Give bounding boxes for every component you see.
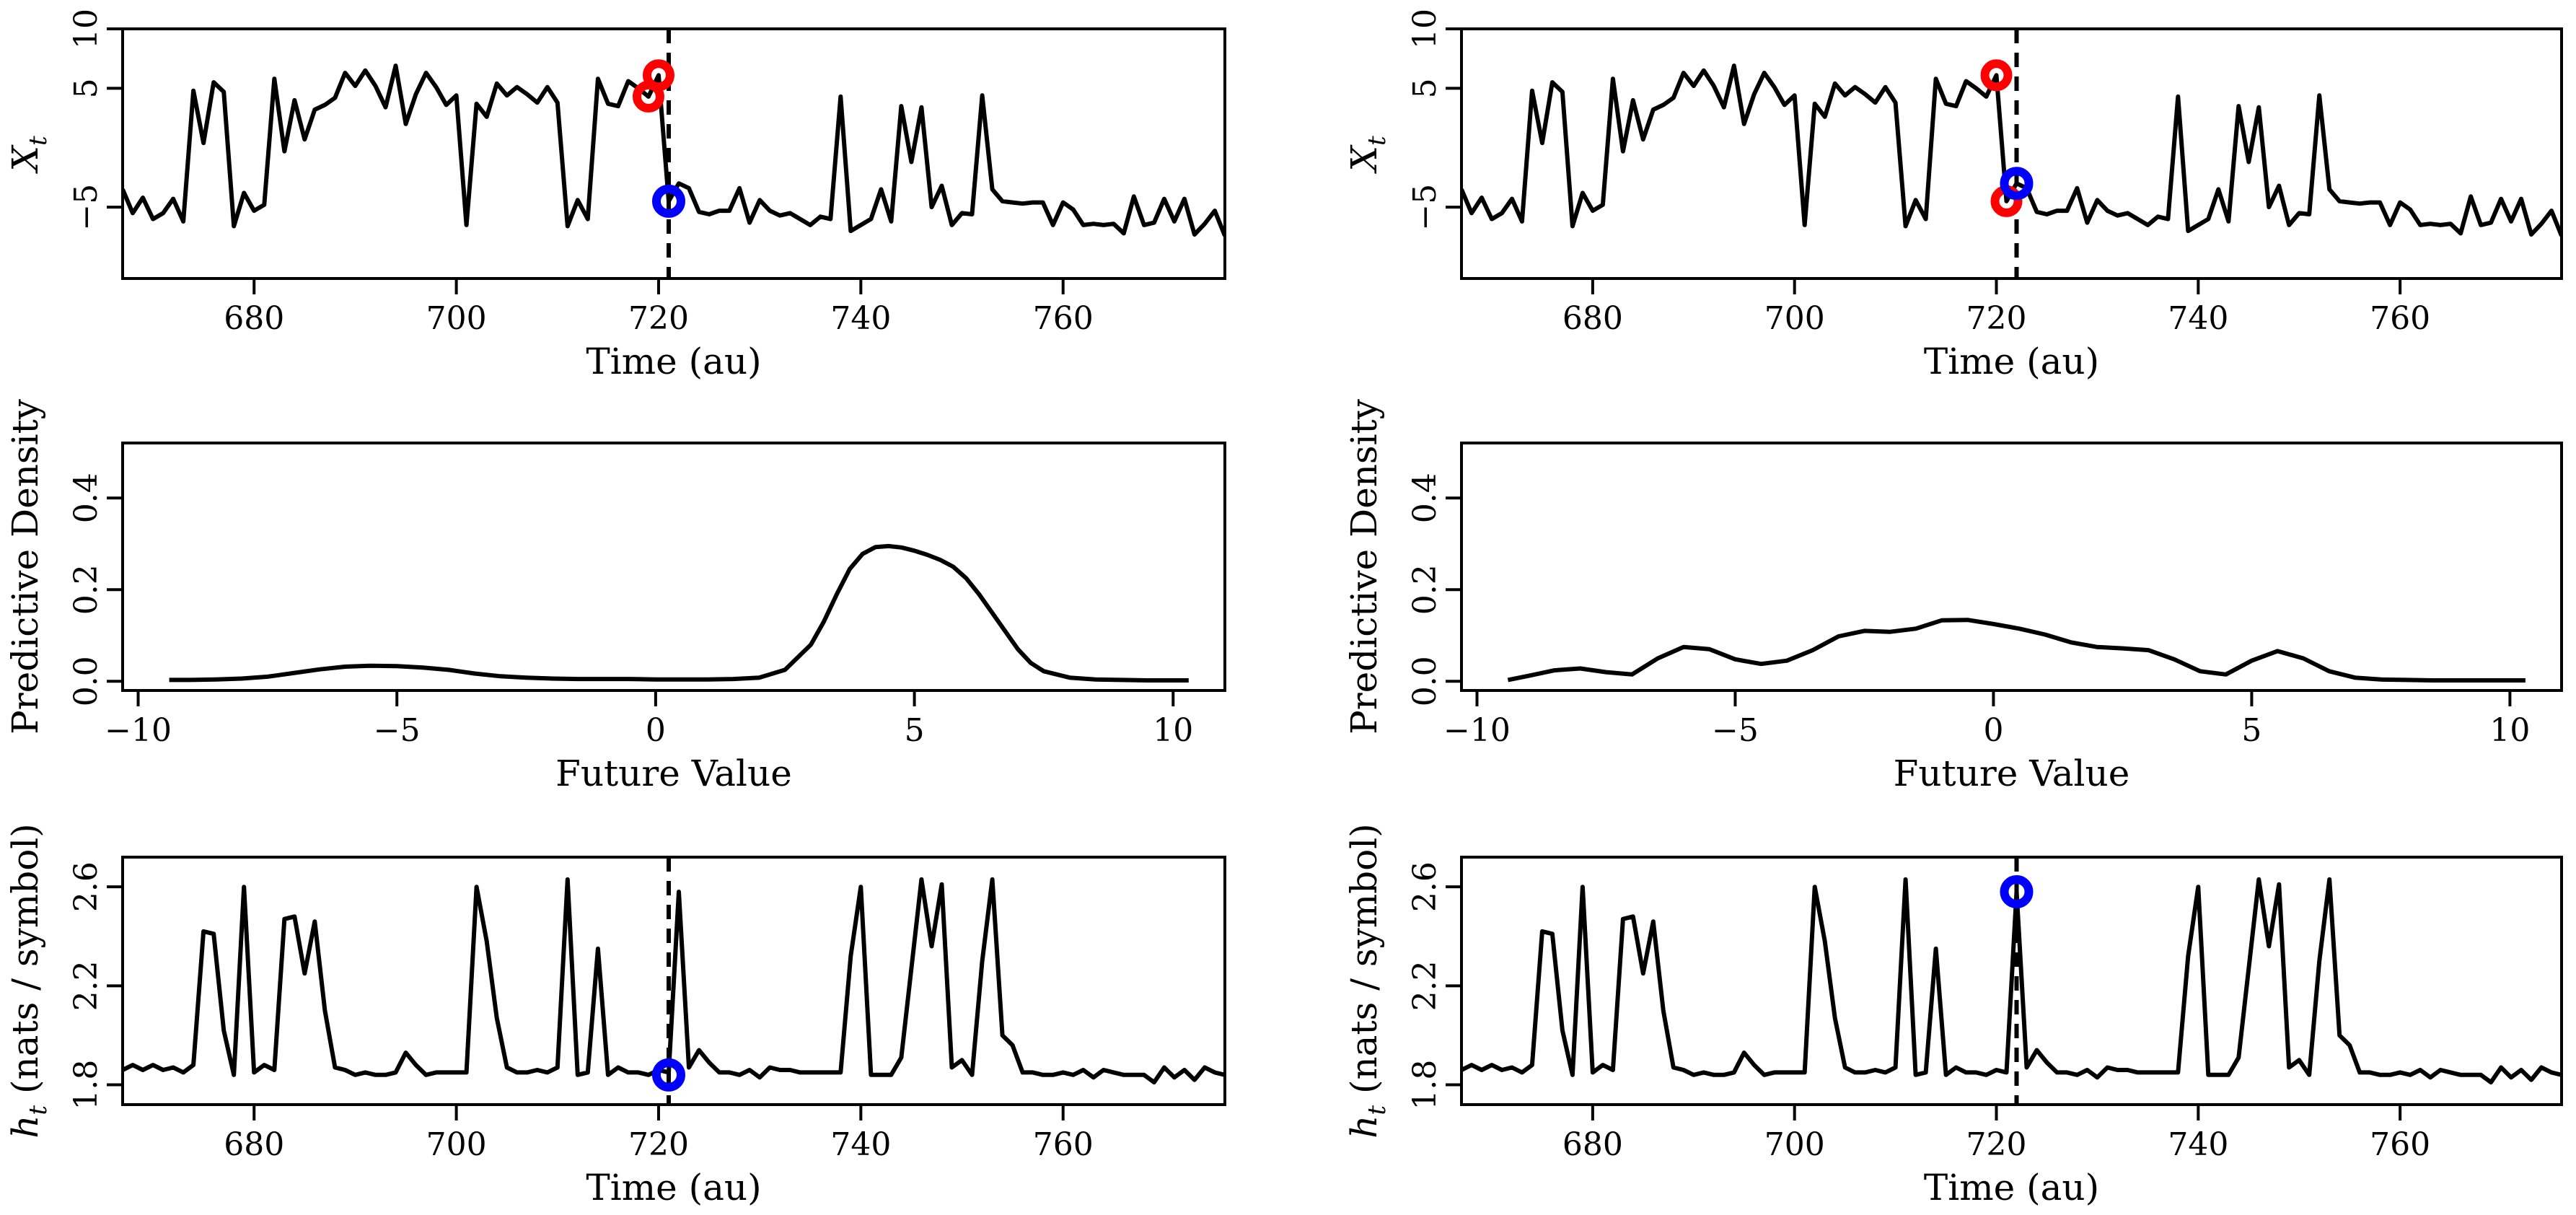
y-tick-label: 2.2 [68, 960, 105, 1011]
x-axis-label: Time (au) [586, 1167, 761, 1209]
y-tick-label: −5 [68, 184, 105, 231]
y-tick-label: 10 [68, 9, 105, 49]
x-tick-label: 740 [830, 1126, 891, 1163]
density_right-panel: −10 −5 0 5 10 0.0 0.2 0.4 Future Value Predictive… [1343, 398, 2563, 794]
y-tick-label: −5 [1407, 184, 1443, 231]
current-value-marker [2000, 875, 2034, 909]
x-tick-label: 700 [426, 300, 487, 337]
y-tick-label: 5 [1407, 78, 1443, 98]
plot-frame [121, 27, 1226, 280]
entropy_left-panel: 680 700 720 740 760 1.8 2.2 2.6 Time (au) ht (nat… [4, 823, 1226, 1209]
y-axis-label-main: Predictive Density [4, 398, 46, 734]
y-tick-label: 2.2 [1407, 960, 1443, 1011]
x-tick-label: 680 [224, 300, 284, 337]
y-tick-label: 0.2 [68, 564, 105, 615]
y-axis-label: Xt [1343, 136, 1392, 175]
y-axis-label: Predictive Density [1343, 398, 1385, 734]
x-tick-label: 720 [628, 300, 689, 337]
y-tick-label: 0.0 [1407, 656, 1443, 706]
plot-frame [121, 856, 1226, 1106]
entropy_right-panel: 680 700 720 740 760 1.8 2.2 2.6 Time (au) ht (nat… [1343, 823, 2563, 1209]
x-tick-label: 5 [2241, 712, 2261, 749]
y-tick-label: 0.0 [68, 656, 105, 706]
density_left-panel: −10 −5 0 5 10 0.0 0.2 0.4 Future Value Predictive… [4, 398, 1226, 794]
plot-frame [1460, 27, 2563, 280]
x-tick-label: −10 [105, 712, 172, 749]
x-axis-label: Time (au) [1924, 1167, 2099, 1209]
x-axis-label: Future Value [1894, 753, 2130, 794]
x-tick-label: −5 [374, 712, 421, 749]
plot-frame [121, 442, 1226, 692]
y-tick-label: 0.2 [1407, 564, 1443, 615]
current-value-marker [651, 184, 685, 218]
x-tick-label: 720 [1966, 1126, 2027, 1163]
series_right-panel: 680 700 720 740 760 −5 5 10 Time (au) Xt [1343, 9, 2563, 382]
series-line [1507, 618, 2526, 683]
x-tick-label: 740 [2168, 1126, 2228, 1163]
past-value-marker [642, 59, 674, 92]
y-axis-label-units: (nats / symbol) [1343, 823, 1385, 1105]
series-line [1461, 877, 2562, 1085]
y-axis-label-main: Predictive Density [1343, 398, 1385, 734]
y-axis-label: Predictive Density [4, 398, 46, 734]
past-value-marker [1980, 59, 2013, 92]
y-tick-label: 2.6 [1407, 861, 1443, 912]
x-tick-label: 740 [2168, 300, 2228, 337]
y-axis-label: Xt [4, 136, 53, 175]
current-value-marker [651, 1058, 685, 1092]
x-tick-label: 680 [1562, 1126, 1623, 1163]
x-axis-label: Time (au) [586, 341, 761, 382]
y-axis-label-main: X [4, 144, 46, 175]
x-tick-label: 10 [1153, 712, 1193, 749]
y-tick-label: 0.4 [1407, 473, 1443, 523]
x-axis-label: Time (au) [1924, 341, 2099, 382]
y-tick-label: 1.8 [1407, 1060, 1443, 1110]
y-axis-label-subscript: t [24, 136, 53, 146]
y-axis-label-main: h [4, 1115, 46, 1139]
x-tick-label: 700 [1764, 300, 1825, 337]
y-axis-label: ht (nats / symbol) [4, 823, 53, 1139]
y-axis-label-main: h [1343, 1115, 1385, 1139]
plot-frame [1460, 442, 2563, 692]
series-line [169, 543, 1189, 683]
plot-frame [1460, 856, 2563, 1106]
x-tick-label: 720 [628, 1126, 689, 1163]
x-tick-label: 680 [1562, 300, 1623, 337]
x-tick-label: 5 [905, 712, 925, 749]
series_left-panel: 680 700 720 740 760 −5 5 10 Time (au) Xt [4, 9, 1226, 382]
series-line [123, 877, 1225, 1085]
x-tick-label: 760 [1033, 1126, 1094, 1163]
x-tick-label: 0 [646, 712, 666, 749]
x-tick-label: 720 [1966, 300, 2027, 337]
x-tick-label: 760 [2370, 1126, 2430, 1163]
y-axis-label-units: (nats / symbol) [4, 823, 46, 1105]
x-tick-label: 700 [1764, 1126, 1825, 1163]
x-tick-label: −10 [1443, 712, 1511, 749]
x-tick-label: 680 [224, 1126, 284, 1163]
y-tick-label: 2.6 [68, 861, 105, 912]
x-tick-label: 740 [830, 300, 891, 337]
x-tick-label: 10 [2489, 712, 2530, 749]
x-axis-label: Future Value [555, 753, 792, 794]
y-tick-label: 1.8 [68, 1060, 105, 1110]
y-tick-label: 0.4 [68, 473, 105, 523]
y-axis-label: ht (nats / symbol) [1343, 823, 1392, 1139]
current-value-marker [2000, 167, 2034, 201]
y-axis-label-main: X [1343, 144, 1385, 175]
y-tick-label: 10 [1407, 9, 1443, 49]
y-tick-label: 5 [68, 78, 105, 98]
x-tick-label: 760 [1033, 300, 1094, 337]
y-axis-label-subscript: t [1363, 1105, 1392, 1115]
y-axis-label-subscript: t [24, 1105, 53, 1115]
y-axis-label-subscript: t [1363, 136, 1392, 146]
x-tick-label: 700 [426, 1126, 487, 1163]
x-tick-label: −5 [1712, 712, 1759, 749]
x-tick-label: 0 [1983, 712, 2003, 749]
x-tick-label: 760 [2370, 300, 2430, 337]
